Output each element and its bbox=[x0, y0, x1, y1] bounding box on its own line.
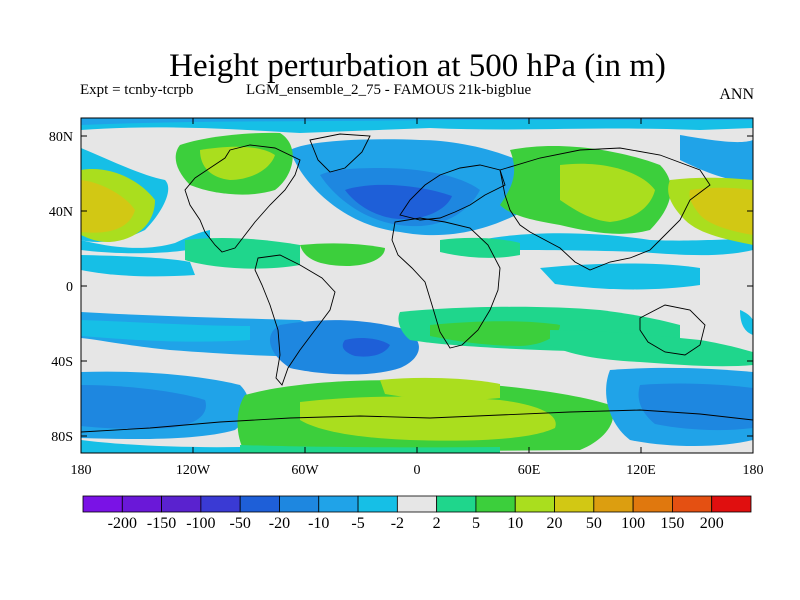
colorbar-swatch bbox=[239, 495, 280, 513]
contour-fill-southern bbox=[81, 306, 753, 453]
colorbar-label: -2 bbox=[391, 515, 404, 532]
lat-label: 80N bbox=[49, 130, 73, 145]
colorbar-label: 150 bbox=[660, 515, 684, 532]
colorbar-swatch bbox=[82, 495, 123, 513]
colorbar-label: -200 bbox=[108, 515, 137, 532]
lon-label: 0 bbox=[414, 463, 421, 478]
colorbar-swatch bbox=[711, 495, 752, 513]
colorbar bbox=[82, 495, 752, 513]
colorbar-swatch bbox=[200, 495, 241, 513]
colorbar-label: -10 bbox=[308, 515, 329, 532]
colorbar-label: 2 bbox=[433, 515, 441, 532]
colorbar-swatch bbox=[396, 495, 438, 513]
lat-label: 40S bbox=[51, 355, 73, 370]
run-label: LGM_ensemble_2_75 - FAMOUS 21k-bigblue bbox=[246, 82, 532, 98]
colorbar-label: 50 bbox=[586, 515, 602, 532]
lon-labels: 180 120W 60W 0 60E 120E 180 bbox=[71, 463, 764, 478]
lon-label: 120W bbox=[176, 463, 211, 478]
colorbar-swatch bbox=[632, 495, 673, 513]
coastlines bbox=[81, 133, 753, 433]
colorbar-label: 20 bbox=[547, 515, 563, 532]
experiment-label: Expt = tcnby-tcrpb bbox=[80, 82, 194, 98]
colorbar-label: -5 bbox=[351, 515, 364, 532]
contour-fill-blue bbox=[81, 118, 753, 290]
season-label: ANN bbox=[719, 86, 754, 103]
colorbar-label: 100 bbox=[621, 515, 645, 532]
colorbar-swatch bbox=[593, 495, 634, 513]
chart-title: Height perturbation at 500 hPa (in m) bbox=[169, 48, 666, 84]
lat-label: 40N bbox=[49, 205, 73, 220]
contour-fill-green bbox=[81, 132, 753, 269]
colorbar-swatch bbox=[121, 495, 162, 513]
colorbar-label: 10 bbox=[507, 515, 523, 532]
colorbar-labels: -200 -150 -100 -50 -20 -10 -5 -2 2 5 10 20 50 100 150 2… bbox=[108, 515, 724, 532]
lon-label: 180 bbox=[743, 463, 764, 478]
colorbar-swatch bbox=[161, 495, 202, 513]
colorbar-label: -50 bbox=[230, 515, 251, 532]
colorbar-swatch bbox=[436, 495, 477, 513]
lat-labels: 80N 40N 0 40S 80S bbox=[49, 130, 73, 445]
colorbar-label: 200 bbox=[700, 515, 724, 532]
lat-label: 0 bbox=[66, 280, 73, 295]
lon-label: 60W bbox=[291, 463, 319, 478]
colorbar-label: 5 bbox=[472, 515, 480, 532]
lon-label: 60E bbox=[518, 463, 541, 478]
colorbar-swatch bbox=[318, 495, 359, 513]
colorbar-swatch bbox=[475, 495, 516, 513]
colorbar-swatch bbox=[357, 495, 398, 513]
lon-label: 180 bbox=[71, 463, 92, 478]
colorbar-label: -100 bbox=[186, 515, 215, 532]
colorbar-swatch bbox=[672, 495, 713, 513]
lat-label: 80S bbox=[51, 430, 73, 445]
lon-label: 120E bbox=[626, 463, 656, 478]
colorbar-swatch bbox=[279, 495, 320, 513]
colorbar-swatch bbox=[514, 495, 555, 513]
colorbar-label: -150 bbox=[147, 515, 176, 532]
colorbar-label: -20 bbox=[269, 515, 290, 532]
colorbar-swatch bbox=[554, 495, 595, 513]
axis-ticks bbox=[80, 118, 754, 453]
